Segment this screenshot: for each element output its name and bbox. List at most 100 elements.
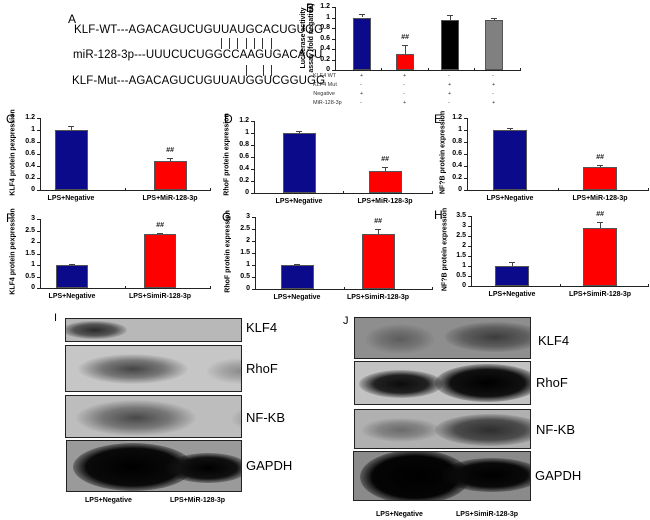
significance-mark: ## — [374, 218, 382, 226]
x-category-label: LPS+SimiR-128-3p — [568, 291, 632, 298]
y-axis-label: RhoF protein expression — [223, 113, 231, 196]
y-tick-label: 0.4 — [452, 162, 462, 169]
condition-value: - — [360, 100, 362, 106]
y-tick — [332, 7, 335, 8]
error-bar — [170, 157, 171, 162]
y-tick — [252, 289, 255, 290]
y-tick — [252, 253, 255, 254]
y-axis-label: RhoF protein expression — [224, 210, 232, 293]
y-tick-label: 0.8 — [239, 141, 249, 148]
y-tick — [332, 17, 335, 19]
y-tick — [37, 230, 40, 232]
y-tick — [37, 190, 40, 191]
y-tick-label: 0.6 — [452, 150, 462, 157]
condition-value: + — [492, 82, 496, 88]
y-tick — [464, 178, 467, 179]
y-tick — [37, 130, 40, 131]
y-tick — [468, 236, 471, 237]
blot-i-label-rhof: RhoF — [246, 361, 278, 376]
blot-j-gapdh — [353, 451, 531, 501]
y-tick — [252, 265, 255, 266]
y-tick-label: 2.5 — [25, 226, 35, 234]
y-tick-label: 1 — [31, 126, 35, 133]
bar-lps-simir-128-3p — [583, 227, 617, 286]
x-category-label: LPS+Negative — [275, 198, 323, 205]
y-tick — [332, 38, 335, 40]
blot-i-rhof — [65, 345, 242, 392]
bar-lps-negative — [493, 130, 527, 190]
y-tick — [37, 276, 40, 278]
y-tick — [332, 59, 335, 61]
error-bar — [450, 14, 451, 20]
y-tick — [37, 219, 40, 220]
y-tick-label: 2 — [246, 237, 250, 244]
y-tick-label: 1 — [462, 262, 466, 269]
y-tick — [464, 166, 467, 167]
y-tick-label: 1.5 — [456, 252, 466, 259]
y-tick — [251, 145, 254, 146]
blot-i-lane-negative: LPS+Negative — [85, 497, 132, 504]
y-tick — [332, 70, 335, 71]
base-pair-line — [262, 38, 263, 49]
blot-j-nfkb — [354, 409, 531, 449]
y-tick — [37, 166, 40, 167]
y-tick-label: 0.6 — [25, 150, 35, 157]
blot-j-label-klf4: KLF4 — [538, 333, 570, 348]
y-tick — [252, 217, 255, 218]
y-tick-label: 3 — [31, 215, 35, 222]
y-axis — [471, 216, 472, 287]
error-bar-cap — [69, 263, 75, 265]
condition-value: - — [403, 91, 405, 97]
x-category-label: LPS+Negative — [488, 291, 536, 298]
blot-i-gapdh — [66, 440, 242, 492]
y-tick — [252, 277, 255, 278]
blot-i-label-gapdh: GAPDH — [246, 458, 293, 473]
x-tick — [210, 188, 211, 191]
error-bar — [71, 125, 72, 130]
y-tick-label: 3 — [462, 222, 466, 229]
y-axis — [40, 219, 41, 289]
y-tick-label: 1 — [245, 129, 249, 136]
error-bar-cap — [296, 131, 302, 133]
x-category-label: LPS+MiR-128-3p — [572, 195, 628, 202]
y-tick — [468, 246, 471, 247]
y-axis — [255, 217, 256, 290]
y-tick — [251, 121, 254, 122]
y-tick — [464, 118, 467, 119]
blot-j-klf4 — [354, 317, 531, 359]
x-tick — [557, 188, 559, 191]
y-tick-label: 1 — [458, 126, 462, 133]
bar-lps-negative — [56, 265, 88, 288]
mir-128-3p-sequence: miR-128-3p---UUUCUCUGGCCAAGUGACACU — [73, 49, 323, 61]
base-pair-line — [271, 65, 272, 76]
error-bar — [494, 17, 495, 20]
panel-letter-b: B — [306, 1, 315, 15]
x-tick — [520, 68, 521, 71]
y-tick-label: 3 — [246, 213, 250, 220]
y-tick — [464, 190, 467, 191]
y-tick — [464, 130, 467, 131]
klf-wt-sequence: KLF-WT---AGACAGUCUGUUAUGCACUGUGG — [74, 24, 324, 36]
y-tick-label: 0.2 — [25, 174, 35, 181]
y-tick-label: 0 — [458, 186, 462, 193]
y-tick — [464, 142, 467, 143]
y-tick — [332, 28, 335, 29]
error-bar-cap — [597, 222, 603, 223]
significance-mark: ## — [381, 156, 389, 164]
blot-i-nfkb — [65, 395, 242, 438]
error-bar-cap — [68, 125, 74, 127]
y-tick-label: 0.2 — [320, 55, 330, 63]
condition-value: - — [492, 73, 494, 79]
error-bar — [512, 262, 513, 266]
condition-row-label: MiR-128-3p — [313, 100, 342, 106]
condition-value: + — [492, 100, 496, 106]
base-pair-line — [254, 38, 255, 49]
significance-mark: ## — [401, 34, 409, 42]
panel-letter-a: A — [68, 12, 77, 26]
base-pair-line — [263, 65, 264, 76]
x-tick — [427, 68, 429, 71]
base-pair-line — [229, 38, 230, 49]
error-bar-cap — [167, 157, 173, 159]
condition-value: + — [403, 73, 407, 79]
y-axis — [335, 7, 336, 71]
